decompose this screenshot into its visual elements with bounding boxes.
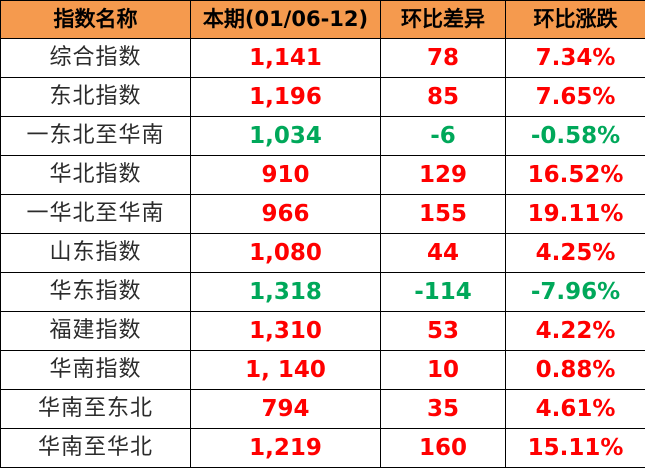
cell-current-period: 1,141 <box>191 39 381 78</box>
cell-period-change: 19.11% <box>506 195 645 234</box>
cell-period-diff: 44 <box>381 234 506 273</box>
cell-current-period: 1,310 <box>191 312 381 351</box>
cell-current-period: 794 <box>191 390 381 429</box>
column-header-index-name: 指数名称 <box>1 1 191 39</box>
cell-index-name: 华南至华北 <box>1 429 191 468</box>
cell-current-period: 1,318 <box>191 273 381 312</box>
cell-current-period: 1, 140 <box>191 351 381 390</box>
cell-index-name: 山东指数 <box>1 234 191 273</box>
column-header-period-diff: 环比差异 <box>381 1 506 39</box>
cell-index-name: 一华北至华南 <box>1 195 191 234</box>
cell-period-change: -7.96% <box>506 273 645 312</box>
column-header-period-change: 环比涨跌 <box>506 1 645 39</box>
cell-period-diff: -114 <box>381 273 506 312</box>
cell-period-change: 0.88% <box>506 351 645 390</box>
cell-current-period: 1,219 <box>191 429 381 468</box>
cell-period-diff: 35 <box>381 390 506 429</box>
cell-period-change: 15.11% <box>506 429 645 468</box>
cell-current-period: 966 <box>191 195 381 234</box>
cell-period-change: 4.61% <box>506 390 645 429</box>
cell-index-name: 华东指数 <box>1 273 191 312</box>
cell-index-name: 华北指数 <box>1 156 191 195</box>
cell-period-change: -0.58% <box>506 117 645 156</box>
cell-period-diff: 78 <box>381 39 506 78</box>
cell-index-name: 华南指数 <box>1 351 191 390</box>
cell-current-period: 1,034 <box>191 117 381 156</box>
cell-current-period: 1,196 <box>191 78 381 117</box>
cell-index-name: 东北指数 <box>1 78 191 117</box>
cell-index-name: 综合指数 <box>1 39 191 78</box>
table-header: 指数名称 本期(01/06-12) 环比差异 环比涨跌 <box>1 1 645 39</box>
cell-period-change: 7.34% <box>506 39 645 78</box>
cell-period-diff: 160 <box>381 429 506 468</box>
cell-period-diff: 155 <box>381 195 506 234</box>
cell-period-change: 4.22% <box>506 312 645 351</box>
cell-index-name: 一东北至华南 <box>1 117 191 156</box>
cell-period-diff: 129 <box>381 156 506 195</box>
cell-index-name: 福建指数 <box>1 312 191 351</box>
column-header-current-period: 本期(01/06-12) <box>191 1 381 39</box>
cell-period-diff: -6 <box>381 117 506 156</box>
header-row: 指数名称 本期(01/06-12) 环比差异 环比涨跌 <box>1 1 645 39</box>
cell-period-diff: 85 <box>381 78 506 117</box>
cell-current-period: 1,080 <box>191 234 381 273</box>
cell-period-change: 16.52% <box>506 156 645 195</box>
cell-index-name: 华南至东北 <box>1 390 191 429</box>
cell-period-diff: 53 <box>381 312 506 351</box>
cell-period-change: 7.65% <box>506 78 645 117</box>
cell-current-period: 910 <box>191 156 381 195</box>
cell-period-diff: 10 <box>381 351 506 390</box>
cell-period-change: 4.25% <box>506 234 645 273</box>
